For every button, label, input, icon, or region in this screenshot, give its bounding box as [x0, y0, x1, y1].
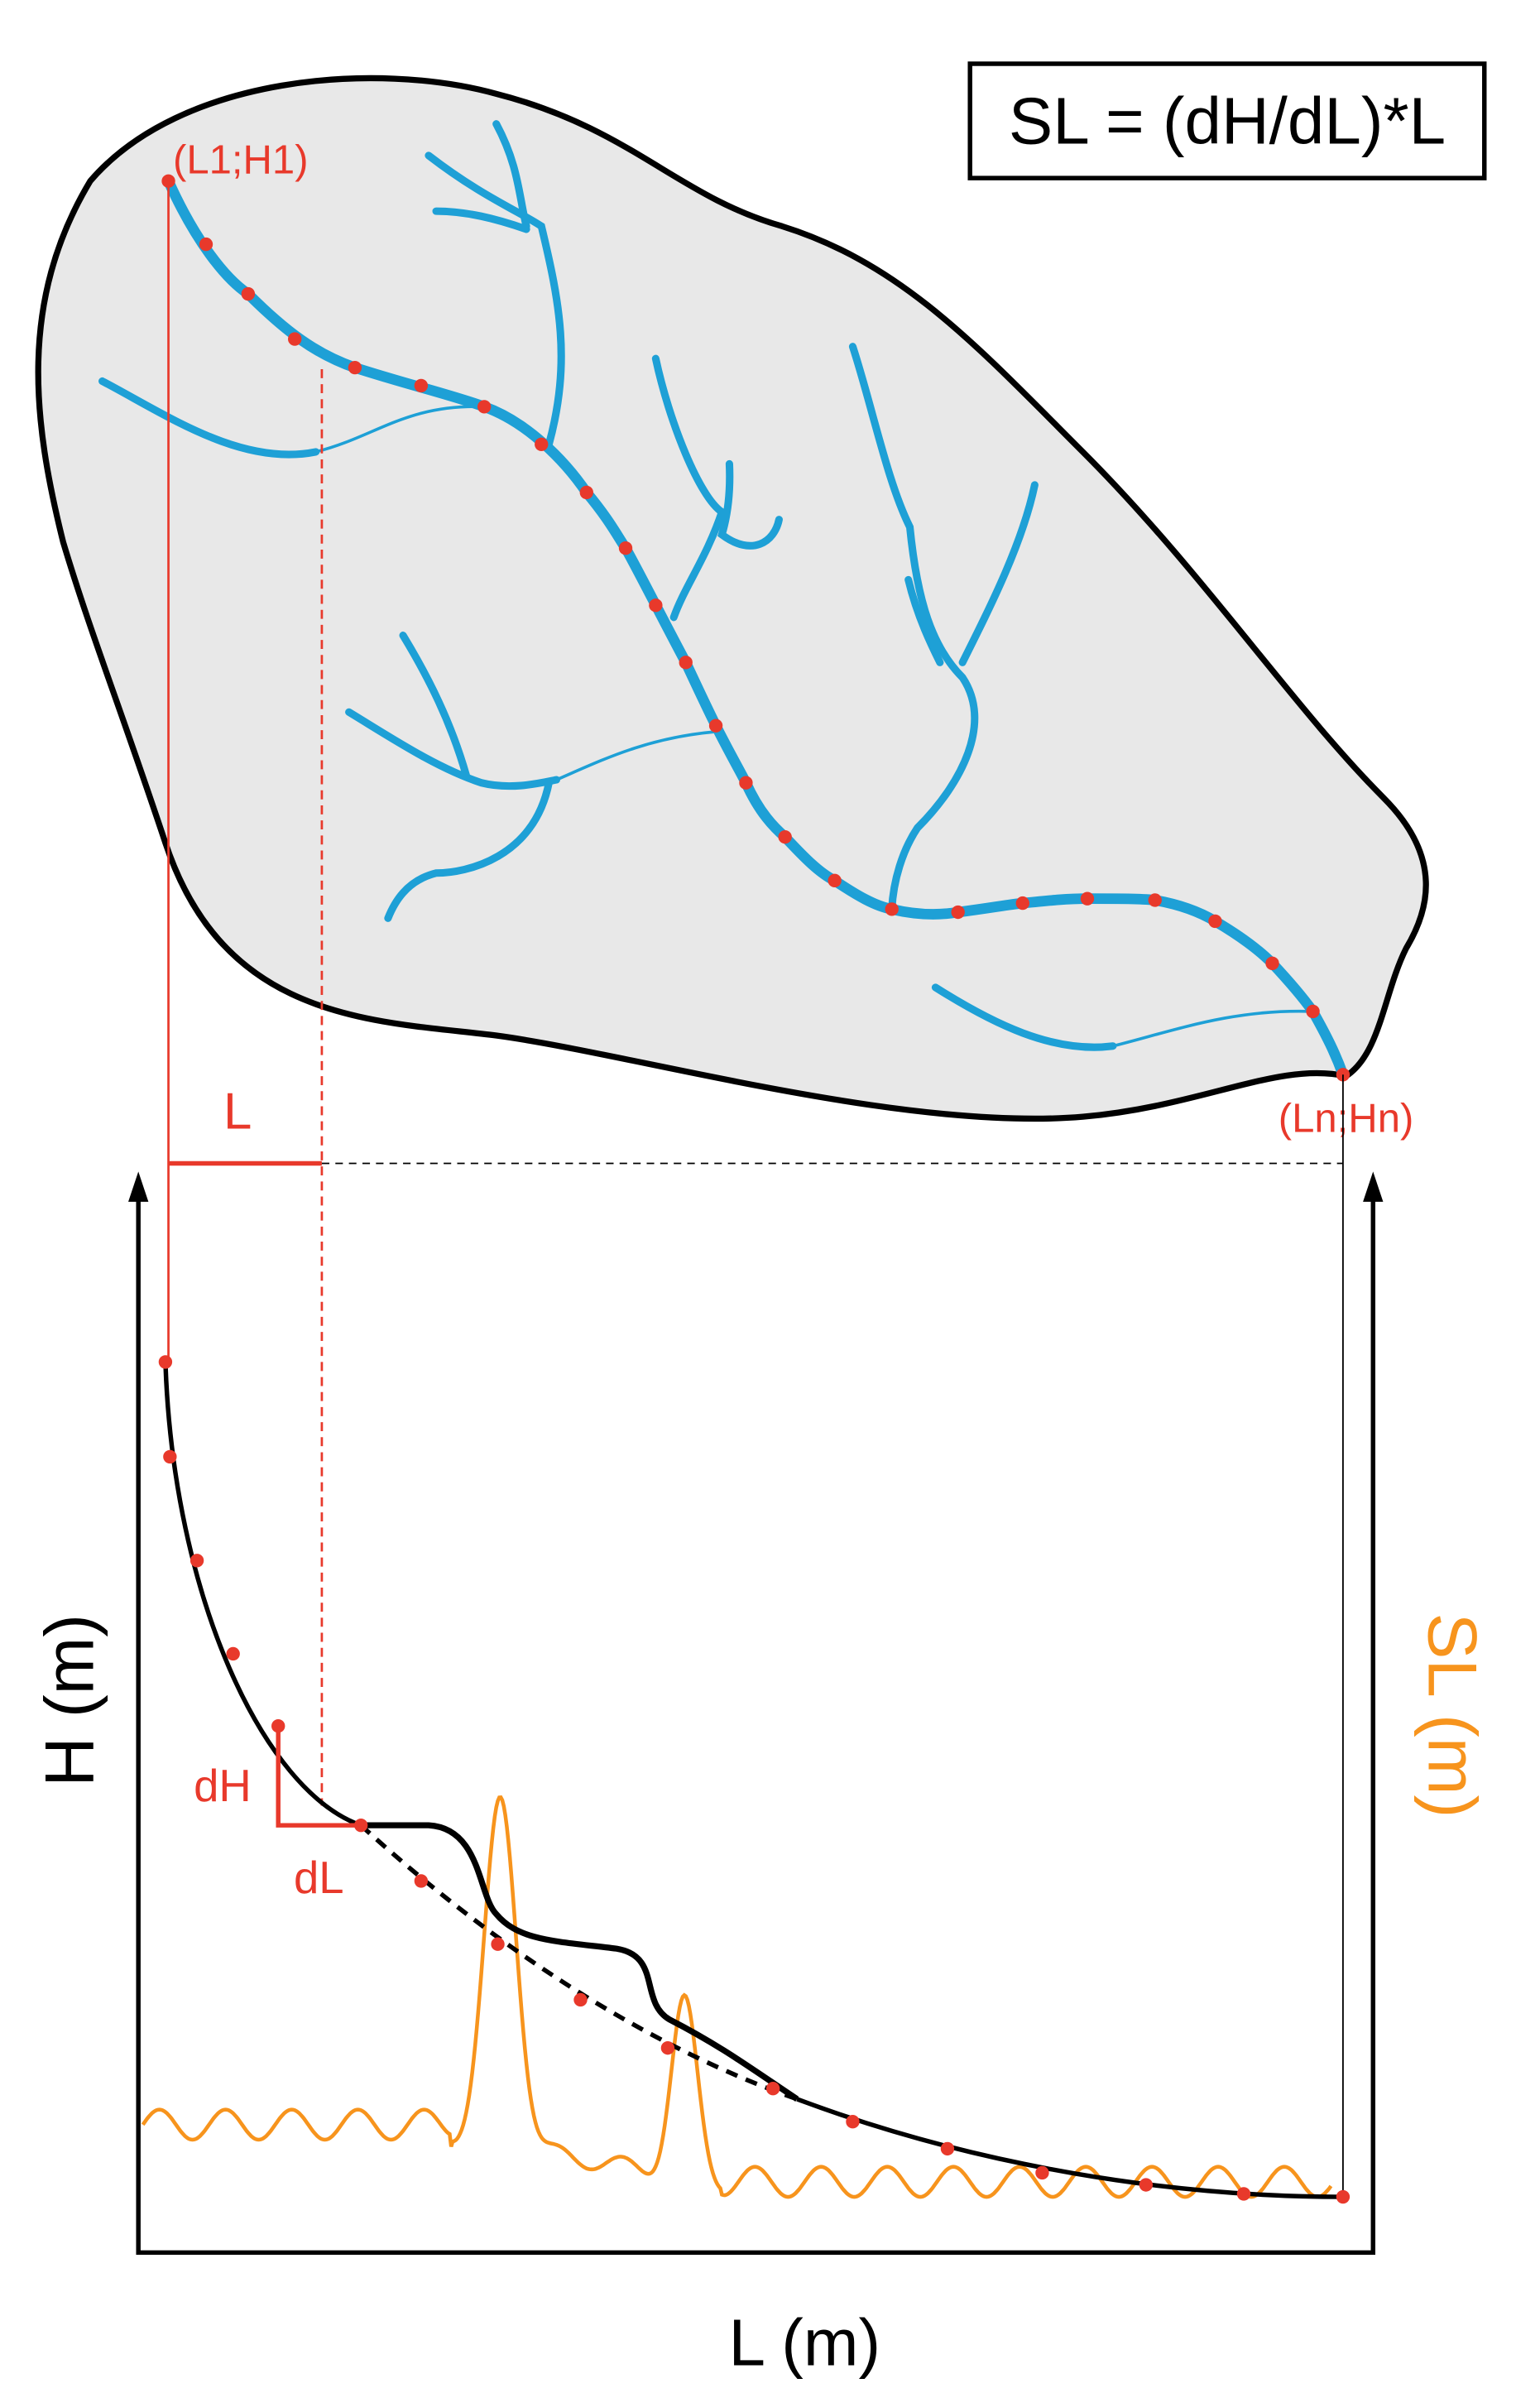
point — [1080, 891, 1095, 906]
point — [1265, 956, 1279, 970]
point — [1139, 2178, 1154, 2192]
point — [660, 2040, 675, 2055]
point — [477, 400, 492, 414]
point — [765, 2082, 780, 2096]
slope-triangle — [276, 1726, 362, 1828]
point — [491, 1937, 505, 1951]
point — [199, 237, 213, 252]
point — [1015, 896, 1029, 911]
x-axis-label: L (m) — [729, 2306, 881, 2380]
point — [271, 1719, 285, 1733]
point — [158, 1355, 173, 1369]
point — [1035, 2165, 1049, 2180]
point — [288, 332, 302, 346]
point — [573, 1992, 588, 2007]
dh-label: dH — [194, 1761, 252, 1811]
point — [1208, 914, 1222, 929]
formula-box — [967, 61, 1487, 180]
tributaries — [98, 120, 1349, 1080]
point — [828, 873, 842, 888]
point — [414, 1874, 429, 1888]
point — [226, 1646, 240, 1661]
point — [739, 776, 753, 790]
end-label: (Ln;Hn) — [1279, 1096, 1414, 1141]
profile-points — [158, 1355, 1350, 2204]
dl-label: dL — [294, 1852, 344, 1903]
point — [1236, 2187, 1251, 2201]
point — [190, 1554, 204, 1568]
point — [649, 598, 663, 613]
basin — [35, 74, 1429, 1122]
length-label: L — [223, 1084, 252, 1141]
point — [708, 718, 723, 733]
point — [778, 829, 792, 844]
point — [579, 485, 593, 500]
sl-curve — [141, 1795, 1333, 2199]
point — [353, 1818, 368, 1833]
point — [885, 902, 899, 916]
point — [951, 905, 965, 920]
point — [940, 2141, 955, 2156]
point — [618, 541, 633, 555]
river-points — [161, 174, 1350, 1082]
point — [1148, 893, 1162, 907]
y-axis-label: H (m) — [31, 1614, 108, 1787]
profile — [163, 1362, 1343, 2199]
point — [1306, 1004, 1320, 1019]
point — [1336, 2189, 1350, 2204]
start-label: (L1;H1) — [173, 138, 309, 183]
point — [846, 2115, 860, 2129]
point — [241, 286, 256, 301]
point — [679, 656, 693, 670]
point — [348, 360, 362, 375]
point — [414, 378, 429, 393]
axes — [128, 1171, 1384, 2256]
point — [163, 1449, 177, 1464]
point — [535, 437, 549, 451]
formula: SL = (dH/dL)*L — [1009, 84, 1446, 157]
y2-axis-label: SL (m) — [1414, 1613, 1492, 1819]
